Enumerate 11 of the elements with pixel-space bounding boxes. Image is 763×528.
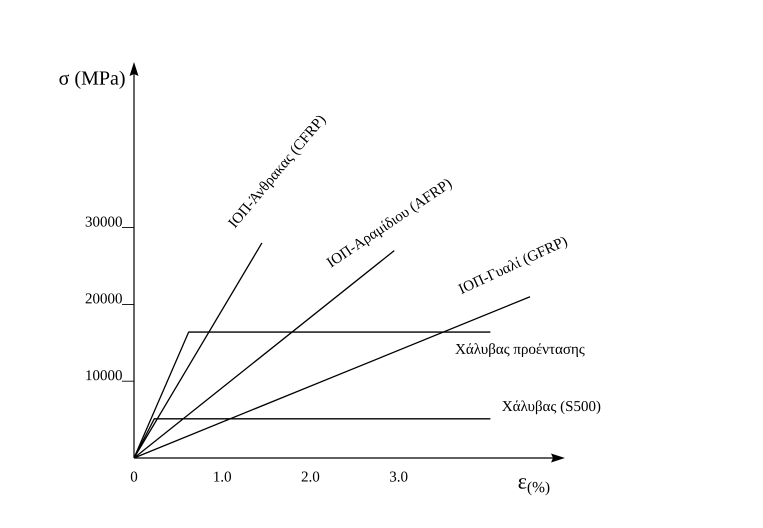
y-tick-label: 10000 [86, 370, 122, 380]
series-label: Χάλυβας προέντασης [455, 343, 585, 358]
y-tick-label: 30000 [86, 216, 122, 227]
x-tick-label: 0 [130, 472, 138, 482]
x-tick-label: 2.0 [302, 472, 320, 482]
x-tick-label: 1.0 [214, 472, 232, 482]
x-tick-label: 3.0 [390, 472, 408, 482]
y-tick-label: 20000 [86, 293, 122, 304]
y-axis-title: σ (MPa) [59, 70, 125, 89]
series-label: Χάλυβας (S500) [502, 400, 600, 414]
x-axis-title: ε$_{(%)}$ [518, 478, 550, 496]
